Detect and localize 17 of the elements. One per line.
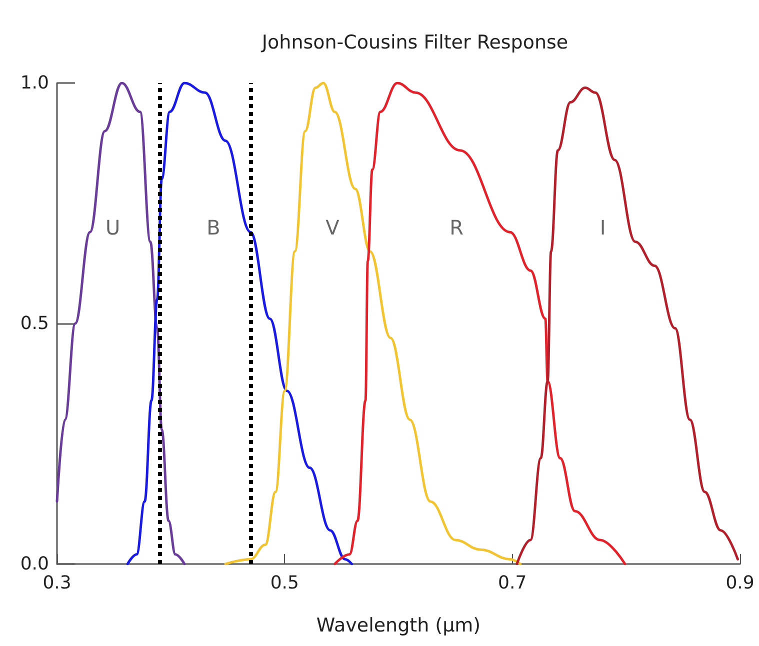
y-tick-label: 0.0 — [20, 554, 49, 574]
series-label: B — [206, 215, 220, 240]
series-label: V — [326, 215, 340, 240]
x-tick-label: 0.9 — [726, 572, 754, 594]
series-label: R — [450, 215, 464, 240]
line-series — [224, 82, 522, 566]
x-tick-label: 0.7 — [498, 572, 527, 594]
y-tick-label: 0.5 — [20, 313, 49, 334]
x-axis-title: Wavelength (µm) — [316, 614, 481, 636]
series-label: I — [600, 215, 606, 240]
chart-title: Johnson-Cousins Filter Response — [260, 32, 568, 54]
x-tick-label: 0.5 — [270, 572, 299, 594]
x-tick-label: 0.3 — [42, 572, 72, 594]
line-series — [126, 82, 354, 566]
line-series — [516, 86, 739, 566]
y-tick-label: 1.0 — [20, 72, 49, 94]
series-label: U — [105, 215, 120, 240]
